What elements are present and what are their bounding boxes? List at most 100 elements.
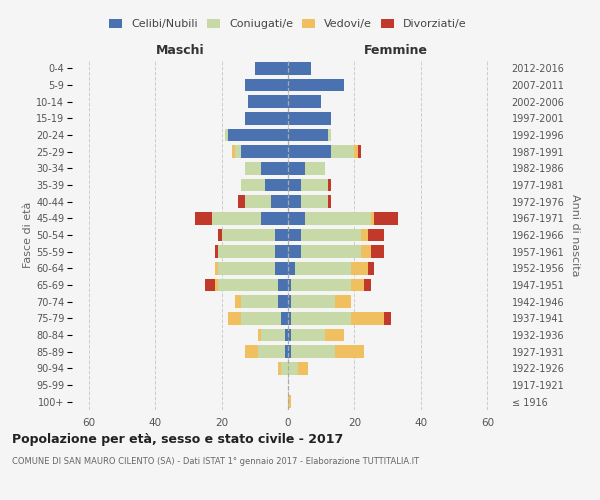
Bar [328, 129, 331, 141]
Legend: Celibi/Nubili, Coniugati/e, Vedovi/e, Divorziati/e: Celibi/Nubili, Coniugati/e, Vedovi/e, Di… [107, 16, 469, 32]
Bar [331, 146, 355, 158]
Bar [298, 362, 308, 374]
Text: COMUNE DI SAN MAURO CILENTO (SA) - Dati ISTAT 1° gennaio 2017 - Elaborazione TUT: COMUNE DI SAN MAURO CILENTO (SA) - Dati … [12, 458, 419, 466]
Text: Femmine: Femmine [364, 44, 428, 57]
Bar [245, 346, 258, 358]
Bar [288, 312, 292, 324]
Text: Maschi: Maschi [155, 44, 205, 57]
Bar [215, 246, 218, 258]
Bar [262, 162, 288, 174]
Bar [245, 162, 262, 174]
Bar [301, 229, 361, 241]
Bar [278, 279, 288, 291]
Bar [358, 146, 361, 158]
Bar [278, 362, 281, 374]
Bar [225, 129, 228, 141]
Bar [278, 296, 288, 308]
Bar [374, 212, 398, 224]
Bar [335, 296, 351, 308]
Bar [288, 346, 292, 358]
Bar [351, 279, 364, 291]
Bar [288, 196, 301, 208]
Bar [241, 179, 265, 192]
Bar [301, 246, 361, 258]
Bar [368, 229, 385, 241]
Bar [275, 246, 288, 258]
Bar [215, 279, 218, 291]
Bar [295, 262, 351, 274]
Y-axis label: Anni di nascita: Anni di nascita [570, 194, 580, 276]
Bar [288, 129, 328, 141]
Bar [205, 279, 215, 291]
Bar [288, 229, 301, 241]
Bar [215, 262, 218, 274]
Bar [288, 279, 292, 291]
Bar [288, 79, 344, 92]
Bar [288, 179, 301, 192]
Bar [195, 212, 212, 224]
Bar [335, 346, 364, 358]
Bar [284, 346, 288, 358]
Bar [255, 62, 288, 74]
Bar [281, 312, 288, 324]
Bar [288, 96, 321, 108]
Bar [241, 296, 278, 308]
Bar [265, 179, 288, 192]
Bar [292, 346, 335, 358]
Bar [288, 162, 305, 174]
Bar [245, 112, 288, 124]
Bar [258, 346, 284, 358]
Bar [238, 196, 245, 208]
Bar [305, 212, 371, 224]
Bar [355, 146, 358, 158]
Bar [218, 229, 221, 241]
Bar [301, 196, 328, 208]
Bar [241, 312, 281, 324]
Bar [385, 312, 391, 324]
Bar [218, 262, 275, 274]
Bar [228, 312, 241, 324]
Bar [364, 279, 371, 291]
Bar [212, 212, 262, 224]
Bar [221, 229, 275, 241]
Text: Popolazione per età, sesso e stato civile - 2017: Popolazione per età, sesso e stato civil… [12, 432, 343, 446]
Bar [288, 112, 331, 124]
Bar [325, 329, 344, 341]
Bar [292, 279, 351, 291]
Bar [228, 129, 288, 141]
Bar [284, 329, 288, 341]
Bar [328, 179, 331, 192]
Bar [262, 212, 288, 224]
Bar [235, 296, 241, 308]
Y-axis label: Fasce di età: Fasce di età [23, 202, 33, 268]
Bar [241, 146, 288, 158]
Bar [275, 262, 288, 274]
Bar [292, 329, 325, 341]
Bar [245, 196, 271, 208]
Bar [262, 329, 284, 341]
Bar [368, 262, 374, 274]
Bar [218, 246, 275, 258]
Bar [288, 246, 301, 258]
Bar [288, 296, 292, 308]
Bar [281, 362, 288, 374]
Bar [288, 212, 305, 224]
Bar [271, 196, 288, 208]
Bar [288, 329, 292, 341]
Bar [292, 312, 351, 324]
Bar [288, 396, 292, 408]
Bar [361, 229, 368, 241]
Bar [235, 146, 241, 158]
Bar [218, 279, 278, 291]
Bar [305, 162, 325, 174]
Bar [328, 196, 331, 208]
Bar [275, 229, 288, 241]
Bar [245, 79, 288, 92]
Bar [288, 62, 311, 74]
Bar [288, 146, 331, 158]
Bar [232, 146, 235, 158]
Bar [351, 312, 385, 324]
Bar [258, 329, 262, 341]
Bar [351, 262, 368, 274]
Bar [361, 246, 371, 258]
